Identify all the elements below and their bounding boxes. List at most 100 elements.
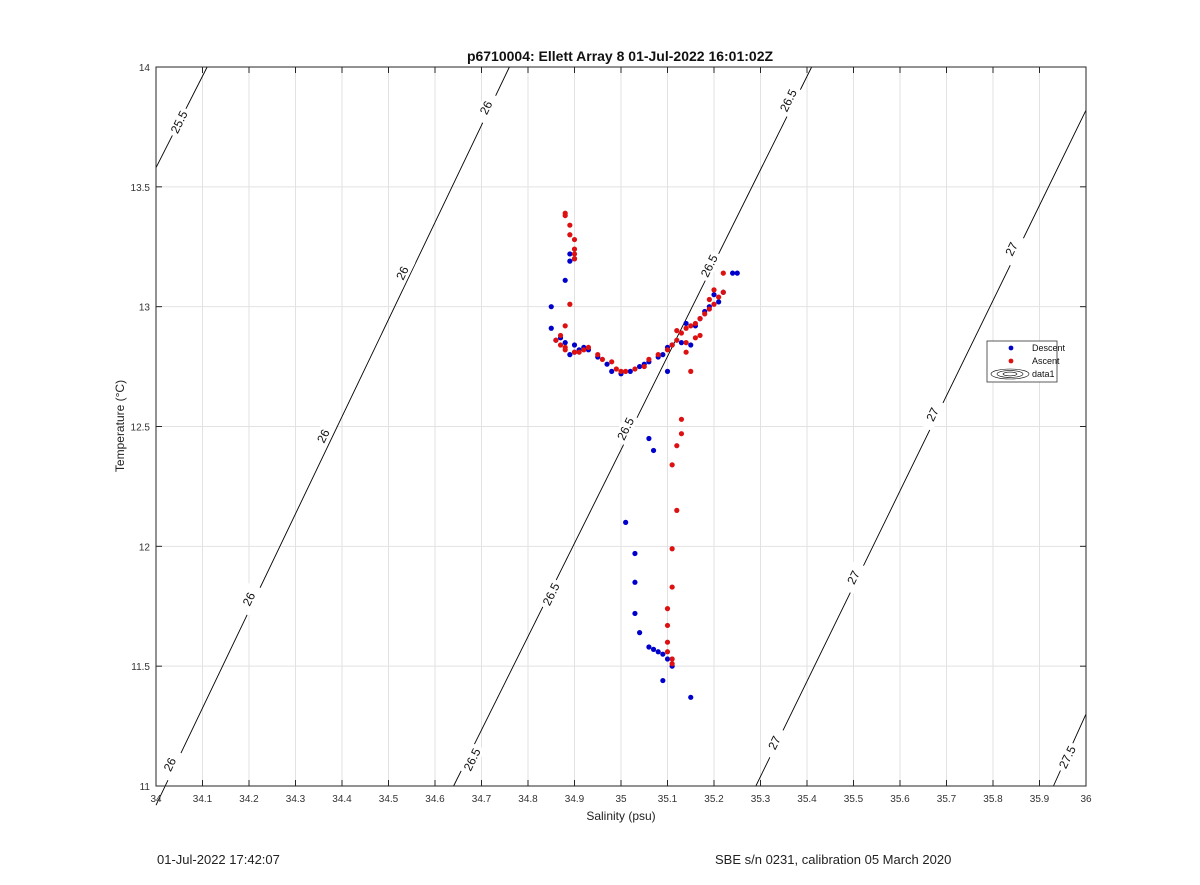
contour-label-bg xyxy=(389,256,416,290)
ascent-point xyxy=(697,332,703,339)
ascent-point xyxy=(655,352,661,358)
ascent-point xyxy=(632,366,638,372)
legend-contour-icon xyxy=(1002,371,1018,377)
x-tick-label: 35 xyxy=(615,794,627,805)
ascent-point xyxy=(557,342,564,348)
contour-label-bg xyxy=(840,560,867,595)
descent-point xyxy=(688,694,694,700)
contour-label-bg xyxy=(310,419,337,453)
contour-label-bg xyxy=(775,84,802,118)
descent-point xyxy=(623,519,629,525)
descent-point xyxy=(683,320,689,327)
ascent-point xyxy=(697,316,703,322)
descent-point xyxy=(548,304,554,310)
x-tick-label: 35.3 xyxy=(751,794,771,805)
ascent-point xyxy=(599,356,606,362)
ascent-point xyxy=(669,462,675,468)
contour-label-bg xyxy=(459,743,486,777)
contour-label: 26 xyxy=(393,264,412,282)
descent-point xyxy=(711,292,717,298)
ascent-point xyxy=(646,356,652,362)
legend-contour-icon xyxy=(996,370,1024,378)
contour-label: 27 xyxy=(844,568,863,586)
contour-label-bg xyxy=(236,582,262,616)
descent-point xyxy=(650,447,657,454)
ascent-point xyxy=(669,661,675,667)
ascent-point xyxy=(618,368,624,374)
x-tick-label: 34.7 xyxy=(472,794,492,805)
ascent-point xyxy=(562,347,568,353)
descent-point xyxy=(650,646,657,652)
ascent-point xyxy=(688,323,694,329)
contour-line-26 xyxy=(155,66,510,806)
x-tick-label: 35.5 xyxy=(844,794,864,805)
descent-point xyxy=(567,258,573,264)
ascent-point xyxy=(567,222,573,228)
ascent-point xyxy=(562,212,568,219)
legend: Descent Ascent data1 xyxy=(986,340,1066,383)
contour-label: 27 xyxy=(923,405,942,423)
legend-contour-icon xyxy=(990,368,1030,380)
descent-point xyxy=(562,340,568,346)
y-tick-label: 14 xyxy=(139,63,151,74)
footer-calibration: SBE s/n 0231, calibration 05 March 2020 xyxy=(715,852,952,867)
ascent-point xyxy=(623,368,629,374)
ascent-point xyxy=(553,337,559,343)
descent-point xyxy=(609,368,615,374)
x-tick-label: 35.2 xyxy=(704,794,724,805)
ascent-point xyxy=(571,251,578,257)
ascent-point xyxy=(674,507,680,513)
ascent-point xyxy=(688,368,694,374)
ascent-point xyxy=(562,323,568,329)
x-tick-label: 34.3 xyxy=(286,794,306,805)
ascent-point xyxy=(711,287,717,293)
descent-point xyxy=(660,651,666,657)
x-tick-label: 34.9 xyxy=(565,794,585,805)
contour-line-27 xyxy=(755,109,1087,787)
ascent-point xyxy=(669,546,675,552)
x-tick-label: 34.5 xyxy=(379,794,399,805)
ascent-point xyxy=(595,352,601,358)
descent-point xyxy=(730,270,736,276)
contour-label: 27 xyxy=(765,733,784,751)
x-tick-label: 35.1 xyxy=(658,794,678,805)
ascent-point xyxy=(716,294,722,300)
legend-marker-ascent xyxy=(1008,358,1014,364)
x-tick-label: 34.6 xyxy=(425,794,445,805)
descent-point xyxy=(688,342,694,348)
x-tick-label: 35.9 xyxy=(1030,794,1050,805)
x-tick-label: 35.6 xyxy=(890,794,910,805)
footer-timestamp: 01-Jul-2022 17:42:07 xyxy=(157,852,280,867)
descent-point xyxy=(637,363,643,370)
y-axis-label: Temperature (°C) xyxy=(113,380,127,472)
x-tick-label: 34.1 xyxy=(193,794,213,805)
ascent-point xyxy=(720,270,726,276)
descent-point xyxy=(562,277,568,283)
contour-label: 26 xyxy=(477,98,496,116)
legend-label-descent: Descent xyxy=(1032,343,1066,353)
contour-label-bg xyxy=(696,249,723,283)
x-axis-ticks: 34 34.1 34.2 34.3 34.4 34.5 34.6 34.7 34.8 34.9 35… xyxy=(150,67,1092,805)
descent-point xyxy=(660,677,666,684)
descent-point xyxy=(734,270,740,276)
descent-point xyxy=(632,610,638,617)
contour-label: 26 xyxy=(161,755,180,773)
ascent-point xyxy=(571,246,578,252)
ascent-point xyxy=(613,366,619,372)
ascent-point xyxy=(576,349,582,355)
ascent-point xyxy=(664,347,671,353)
contour-label-bg xyxy=(919,397,946,432)
ascent-point xyxy=(711,301,717,307)
ascent-point xyxy=(641,363,647,370)
contour-label: 26 xyxy=(314,427,333,445)
ascent-point xyxy=(664,622,671,629)
contour-label-bg xyxy=(157,747,183,781)
ascent-point xyxy=(692,335,699,341)
ascent-point xyxy=(585,344,592,351)
legend-label-ascent: Ascent xyxy=(1032,356,1060,366)
ascent-point xyxy=(674,328,680,334)
y-tick-label: 13.5 xyxy=(131,183,151,194)
y-axis-ticks: 11 11.5 12 12.5 13 13.5 14 xyxy=(131,63,1086,793)
y-tick-label: 12.5 xyxy=(131,423,151,434)
